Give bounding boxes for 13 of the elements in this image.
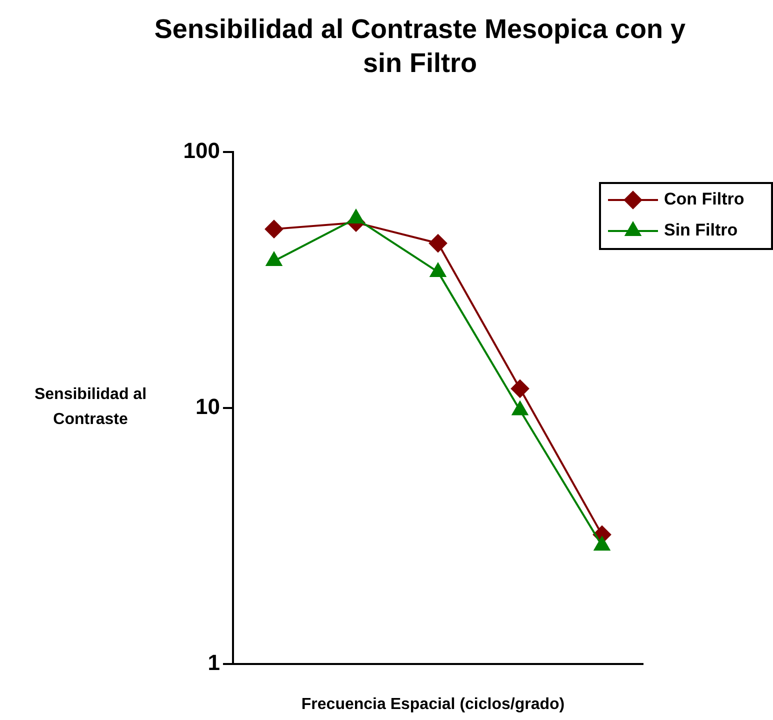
point — [265, 220, 283, 238]
legend-label: Sin Filtro — [664, 220, 738, 240]
point — [594, 536, 610, 551]
y-axis-title: Sensibilidad al Contraste — [33, 385, 148, 430]
y-tick-label: 10 — [196, 394, 220, 420]
y-tick-label: 100 — [183, 138, 220, 164]
point — [511, 380, 529, 398]
point — [429, 234, 447, 252]
point — [512, 401, 528, 416]
legend-label: Con Filtro — [664, 190, 744, 209]
y-tick-label: 1 — [208, 650, 220, 676]
x-axis-title: Frecuencia Espacial (ciclos/grado) — [300, 696, 566, 714]
chart-title: Sensibilidad al Contraste Mesopica con y sin Filtro — [153, 13, 687, 80]
